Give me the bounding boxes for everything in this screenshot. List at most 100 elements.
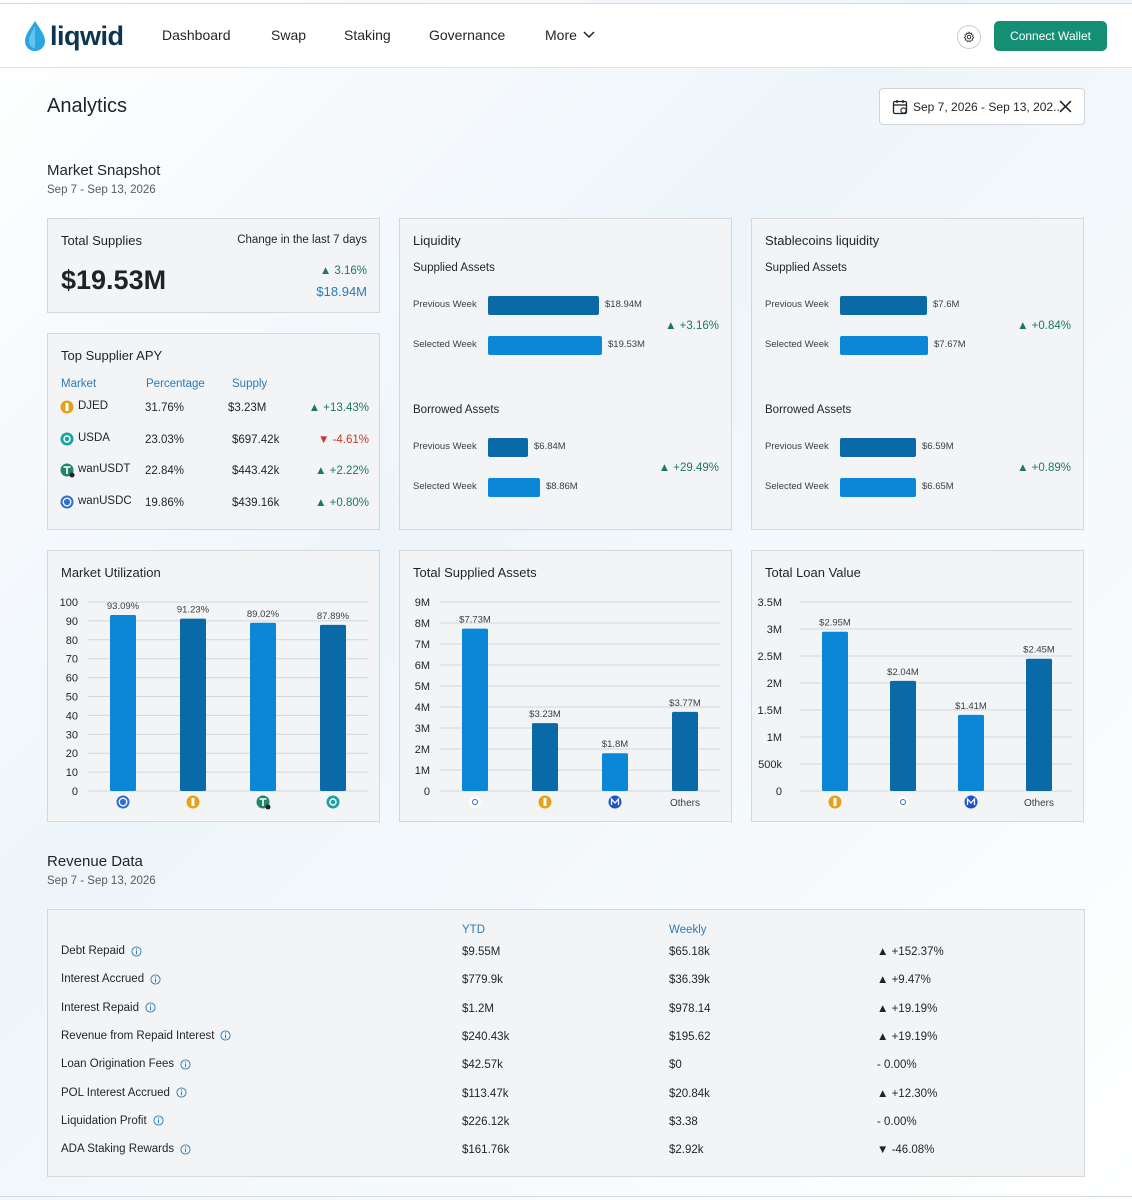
- info-icon[interactable]: [153, 1115, 164, 1126]
- y-tick-label: 7M: [415, 639, 430, 651]
- liquidity-supplied-change-value: +3.16%: [679, 320, 719, 332]
- total-supplies-card: Total Supplies Change in the last 7 days…: [47, 218, 380, 313]
- stable-borrowed-prev-value: $6.59M: [922, 441, 954, 452]
- liquidity-borrowed-change-value: +29.49%: [673, 462, 719, 474]
- close-icon[interactable]: [1059, 100, 1072, 113]
- revenue-weekly: $2.92k: [669, 1144, 704, 1157]
- chart-bar[interactable]: [602, 753, 628, 791]
- chart-bar[interactable]: [672, 711, 698, 791]
- chart-bar[interactable]: [180, 618, 206, 791]
- chart-bar[interactable]: [110, 615, 136, 791]
- apy-percentage: 31.76%: [145, 402, 185, 414]
- revenue-row-label: Liquidation Profit: [61, 1115, 164, 1127]
- chart-bar[interactable]: [462, 628, 488, 791]
- y-tick-label: 1M: [767, 732, 782, 744]
- stable-borrowed-prev-bar: [840, 438, 916, 457]
- revenue-weekly: $65.18k: [669, 946, 710, 958]
- revenue-change-value: +19.19%: [891, 1002, 938, 1015]
- revenue-change: ▲ +19.19%: [877, 1030, 938, 1043]
- revenue-ytd: $779.9k: [462, 974, 503, 987]
- top-supplier-apy-card: Top Supplier APY Market Percentage Suppl…: [47, 333, 380, 530]
- revenue-row: Revenue from Repaid Interest $240.43k $195…: [48, 1030, 1086, 1050]
- bar-value-label: 93.09%: [107, 601, 140, 612]
- info-icon[interactable]: [176, 1087, 187, 1098]
- djed-coin-icon: [60, 400, 74, 414]
- y-tick-label: 2.5M: [758, 651, 782, 663]
- y-tick-label: 3M: [767, 624, 782, 636]
- chart-bar[interactable]: [822, 631, 848, 791]
- liquidity-supplied-label: Supplied Assets: [413, 262, 495, 274]
- nav-dashboard[interactable]: Dashboard: [162, 27, 231, 43]
- apy-change: ▼ -4.61%: [317, 434, 369, 446]
- apy-row[interactable]: DJED 31.76% $3.23M ▲ +13.43%: [48, 400, 381, 420]
- apy-change: ▲ +13.43%: [308, 402, 369, 414]
- revenue-weekly: $195.62: [669, 1030, 711, 1043]
- bottom-border: [0, 1196, 1132, 1197]
- apy-change: ▲ +2.22%: [315, 465, 369, 477]
- revenue-change: - 0.00%: [877, 1115, 917, 1128]
- revenue-weekly: $3.38: [669, 1115, 698, 1128]
- apy-row[interactable]: wanUSDC 19.86% $439.16k ▲ +0.80%: [48, 495, 381, 515]
- revenue-weekly: $978.14: [669, 1002, 711, 1015]
- revenue-row-label: POL Interest Accrued: [61, 1087, 187, 1099]
- usda-coin-icon: [60, 432, 74, 446]
- revenue-change: ▲ +12.30%: [877, 1087, 938, 1100]
- y-tick-label: 3M: [415, 723, 430, 735]
- stable-borrowed-prev-label: Previous Week: [765, 441, 829, 452]
- apy-header-market: Market: [61, 378, 97, 390]
- info-icon[interactable]: [220, 1030, 231, 1041]
- nav-swap[interactable]: Swap: [271, 27, 307, 43]
- revenue-change: - 0.00%: [877, 1059, 917, 1072]
- nav-governance[interactable]: Governance: [429, 27, 506, 43]
- date-range-picker[interactable]: Sep 7, 2026 - Sep 13, 202...: [879, 88, 1085, 125]
- top-apy-title: Top Supplier APY: [61, 348, 163, 363]
- ada-coin-icon: [897, 796, 909, 808]
- nav-more[interactable]: More: [545, 27, 595, 43]
- y-tick-label: 20: [66, 748, 78, 760]
- chart-bar[interactable]: [890, 680, 916, 791]
- info-icon[interactable]: [131, 945, 142, 957]
- stable-supplied-change: ▲ +0.84%: [1017, 320, 1071, 332]
- apy-header-percentage: Percentage: [146, 378, 205, 390]
- chart-bar[interactable]: [250, 622, 276, 791]
- connect-wallet-button[interactable]: Connect Wallet: [994, 21, 1107, 51]
- nav-staking[interactable]: Staking: [344, 27, 391, 43]
- liqwid-drop-icon: [25, 21, 45, 51]
- market-utilization-chart: 0 10 20 30 40 50 60 70 80 90 100 93.09% 91.23% 89.02%…: [60, 597, 368, 810]
- gear-icon: [963, 31, 975, 43]
- y-tick-label: 10: [66, 767, 78, 779]
- x-category-label: Others: [670, 798, 700, 809]
- stable-supplied-prev-value: $7.6M: [933, 299, 960, 310]
- chart-bar[interactable]: [532, 723, 558, 791]
- apy-row[interactable]: wanUSDT 22.84% $443.42k ▲ +2.22%: [48, 463, 381, 483]
- apy-supply: $443.42k: [232, 465, 280, 477]
- settings-button[interactable]: [957, 25, 981, 49]
- info-icon[interactable]: [150, 974, 161, 985]
- revenue-ytd: $113.47k: [462, 1087, 509, 1100]
- revenue-subtitle: Sep 7 - Sep 13, 2026: [47, 875, 156, 887]
- stable-borrowed-sel-value: $6.65M: [922, 481, 954, 492]
- info-icon[interactable]: [180, 1059, 191, 1070]
- chart-bar[interactable]: [1026, 658, 1052, 791]
- change-pct: 3.16%: [334, 265, 367, 277]
- y-tick-label: 2M: [415, 744, 430, 756]
- revenue-change: ▼ -46.08%: [877, 1144, 935, 1157]
- apy-row[interactable]: USDA 23.03% $697.42k ▼ -4.61%: [48, 432, 381, 452]
- bar-value-label: $1.41M: [955, 701, 987, 712]
- liquidity-supplied-sel-label: Selected Week: [413, 339, 477, 350]
- info-icon[interactable]: [145, 1002, 156, 1013]
- revenue-label-text: Interest Repaid: [61, 1001, 139, 1014]
- previous-total: $18.94M: [316, 284, 367, 299]
- y-tick-label: 500k: [758, 759, 782, 771]
- logo[interactable]: liqwid: [24, 20, 124, 52]
- info-icon[interactable]: [180, 1144, 191, 1155]
- apy-header-supply: Supply: [232, 378, 268, 390]
- chart-bar[interactable]: [320, 624, 346, 791]
- brand-name: liqwid: [50, 20, 124, 51]
- y-tick-label: 6M: [415, 660, 430, 672]
- revenue-change-value: +152.37%: [891, 946, 944, 958]
- revenue-change-value: 0.00%: [884, 1059, 917, 1072]
- revenue-label-text: Loan Origination Fees: [61, 1058, 175, 1071]
- apy-supply: $3.23M: [228, 402, 267, 414]
- chart-bar[interactable]: [958, 714, 984, 791]
